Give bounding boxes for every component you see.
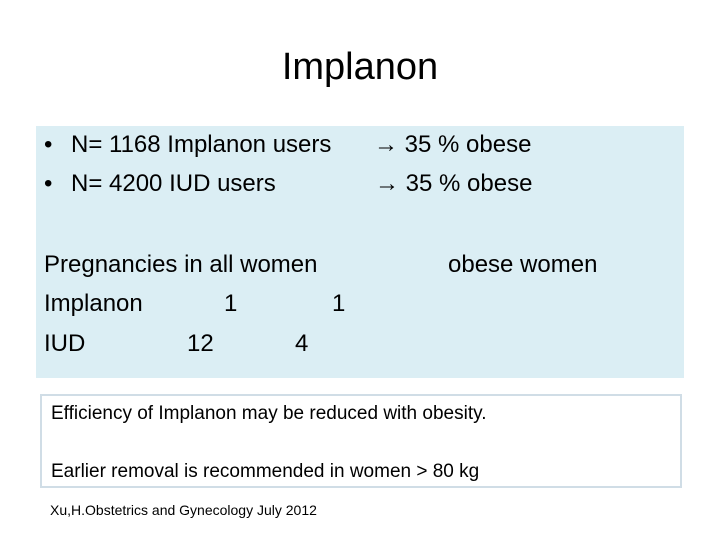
table-header-obese-women: obese women <box>448 251 598 278</box>
summary-box: • N= 1168 Implanon users → 35 % obese • … <box>36 126 684 378</box>
note-efficiency: Efficiency of Implanon may be reduced wi… <box>51 403 487 424</box>
citation: Xu,H.Obstetrics and Gynecology July 2012 <box>50 502 317 518</box>
table-header-all-women: Pregnancies in all women <box>44 251 318 278</box>
bullet-marker: • <box>44 131 53 158</box>
note-earlier-removal: Earlier removal is recommended in women … <box>51 461 480 482</box>
row-label-iud: IUD <box>44 330 86 357</box>
row-value-implanon-obese: 1 <box>332 290 346 317</box>
bullet-text: N= 4200 IUD users <box>71 170 276 197</box>
bullet-text: N= 1168 Implanon users <box>71 131 332 158</box>
row-value-implanon-all: 1 <box>224 290 238 317</box>
conclusion-box: Efficiency of Implanon may be reduced wi… <box>40 394 682 488</box>
bullet-arrow-text: → 35 % obese <box>375 170 533 197</box>
row-label-implanon: Implanon <box>44 290 143 317</box>
slide-title: Implanon <box>281 46 439 88</box>
row-value-iud-all: 12 <box>187 330 214 357</box>
bullet-marker: • <box>44 170 53 197</box>
bullet-arrow-text: → 35 % obese <box>374 131 532 158</box>
row-value-iud-obese: 4 <box>295 330 309 357</box>
